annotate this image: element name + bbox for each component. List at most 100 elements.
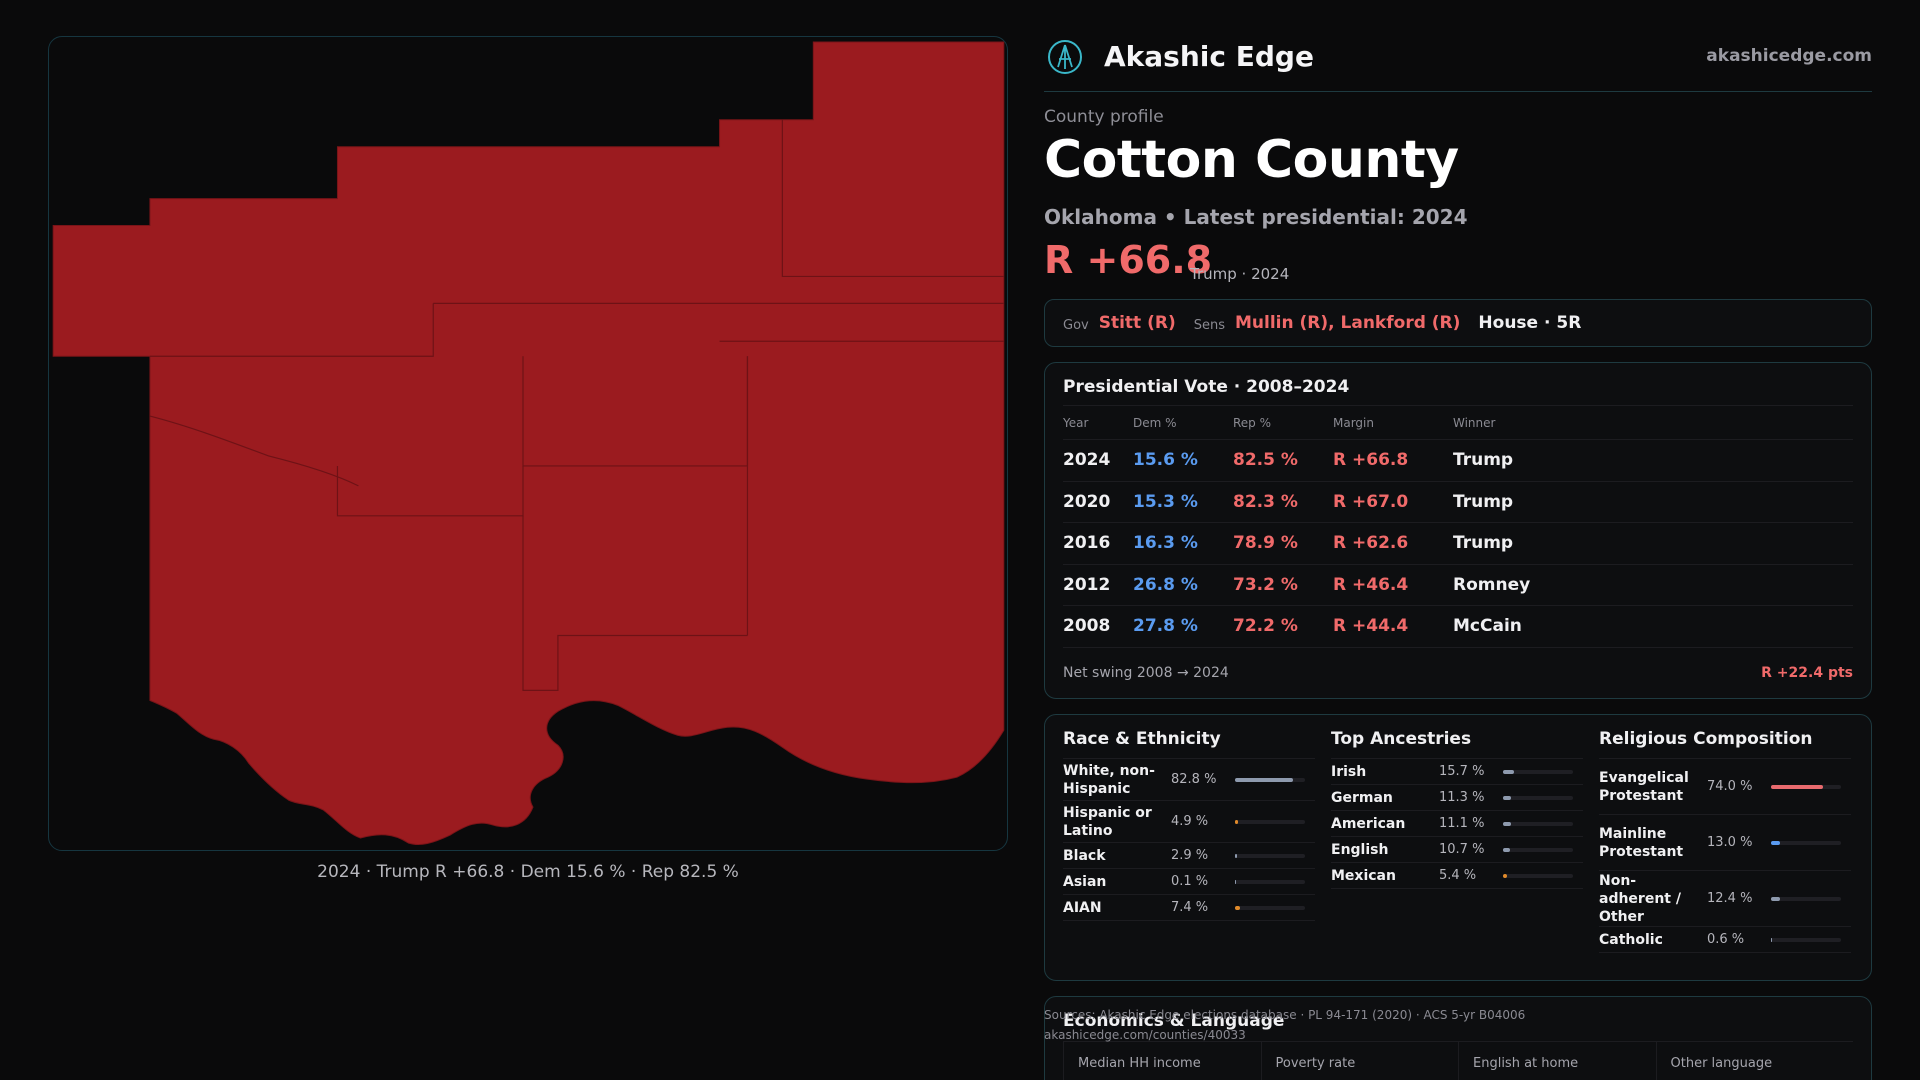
latest-margin: R +66.8	[1044, 238, 1213, 282]
cell-year: 2016	[1063, 522, 1133, 565]
cell-winner: Romney	[1453, 564, 1853, 606]
item-name: White, non-Hispanic	[1063, 762, 1155, 797]
item-bar	[1235, 777, 1305, 782]
item-name: English	[1331, 841, 1389, 858]
item-bar	[1771, 840, 1841, 845]
sources-link[interactable]: akashicedge.com/counties/40033	[1044, 1028, 1246, 1042]
cell-dem: 16.3 %	[1133, 522, 1233, 565]
compass-logo-icon[interactable]	[1046, 38, 1084, 76]
item-bar-fill	[1235, 879, 1237, 884]
county-shape[interactable]	[52, 41, 1005, 846]
item-bar	[1235, 879, 1305, 884]
net-swing-label: Net swing 2008 → 2024	[1063, 665, 1229, 681]
cell-rep: 82.5 %	[1233, 439, 1333, 482]
item-bar	[1235, 819, 1305, 824]
table-header-row: Year Dem % Rep % Margin Winner	[1063, 405, 1853, 440]
presidential-table: Year Dem % Rep % Margin Winner 2024 15.6…	[1063, 405, 1853, 648]
list-item: German 11.3 %	[1331, 785, 1583, 811]
presidential-vote-card: Presidential Vote · 2008–2024 Year Dem %…	[1044, 362, 1872, 699]
item-percent: 12.4 %	[1707, 891, 1753, 906]
religion-title: Religious Composition	[1599, 729, 1851, 759]
item-bar	[1503, 821, 1573, 826]
cell-dem: 15.3 %	[1133, 481, 1233, 523]
cell-winner: Trump	[1453, 481, 1853, 523]
item-bar	[1235, 853, 1305, 858]
list-item: Mainline Protestant 13.0 %	[1599, 815, 1851, 871]
item-percent: 15.7 %	[1439, 764, 1485, 779]
religion-rows: Evangelical Protestant 74.0 % Mainline Pro…	[1599, 759, 1851, 953]
table-row: 2024 15.6 % 82.5 % R +66.8 Trump	[1063, 439, 1853, 482]
item-bar-fill	[1503, 847, 1511, 852]
net-swing-value: R +22.4 pts	[1761, 665, 1853, 681]
demographics-card: Race & Ethnicity White, non-Hispanic 82.8…	[1044, 714, 1872, 981]
district-line	[781, 119, 1004, 278]
gov-label: Gov	[1063, 317, 1089, 333]
item-bar-fill	[1771, 896, 1780, 901]
item-bar	[1503, 847, 1573, 852]
gov-value: Stitt (R)	[1098, 313, 1176, 333]
list-item: Irish 15.7 %	[1331, 759, 1583, 785]
brand-url[interactable]: akashicedge.com	[1706, 46, 1872, 66]
sources-footer: Sources: Akashic Edge elections database…	[1044, 1005, 1525, 1045]
ancestry-title: Top Ancestries	[1331, 729, 1583, 759]
list-item: American 11.1 %	[1331, 811, 1583, 837]
district-line	[336, 465, 524, 517]
list-item: White, non-Hispanic 82.8 %	[1063, 759, 1315, 801]
item-percent: 74.0 %	[1707, 779, 1753, 794]
item-percent: 0.1 %	[1171, 874, 1209, 889]
item-percent: 7.4 %	[1171, 900, 1209, 915]
profile-label: County profile	[1044, 107, 1164, 127]
item-name: Hispanic or Latino	[1063, 804, 1152, 839]
district-line	[149, 303, 434, 357]
map-caption: 2024 · Trump R +66.8 · Dem 15.6 % · Rep …	[317, 862, 739, 882]
item-bar	[1503, 873, 1573, 878]
item-bar-fill	[1235, 853, 1238, 858]
item-bar	[1771, 896, 1841, 901]
district-line	[522, 515, 748, 691]
cell-rep: 73.2 %	[1233, 564, 1333, 606]
item-percent: 13.0 %	[1707, 835, 1753, 850]
list-item: Asian 0.1 %	[1063, 869, 1315, 895]
cell-dem: 27.8 %	[1133, 605, 1233, 648]
item-percent: 2.9 %	[1171, 848, 1209, 863]
item-percent: 11.3 %	[1439, 790, 1485, 805]
item-bar-fill	[1771, 840, 1781, 845]
brand-name[interactable]: Akashic Edge	[1104, 40, 1314, 73]
item-bar-fill	[1235, 777, 1293, 782]
header-year: Year	[1063, 405, 1133, 440]
cell-margin: R +44.4	[1333, 605, 1453, 648]
list-item: Catholic 0.6 %	[1599, 927, 1851, 953]
table-row: 2020 15.3 % 82.3 % R +67.0 Trump	[1063, 481, 1853, 523]
race-rows: White, non-Hispanic 82.8 % Hispanic or Lat…	[1063, 759, 1315, 921]
brand-header: Akashic Edge akashicedge.com	[1044, 36, 1872, 92]
item-name: Non-adherent / Other	[1599, 872, 1681, 925]
economics-card: Economics & Language Median HH income Po…	[1044, 996, 1872, 1080]
cell-rep: 82.3 %	[1233, 481, 1333, 523]
latest-margin-note: Trump · 2024	[1190, 265, 1290, 283]
item-name: American	[1331, 815, 1406, 832]
econ-header: Poverty rate	[1260, 1042, 1459, 1080]
table-row: 2008 27.8 % 72.2 % R +44.4 McCain	[1063, 605, 1853, 648]
cell-year: 2020	[1063, 481, 1133, 523]
economics-headers: Median HH income Poverty rate English at…	[1063, 1041, 1853, 1080]
item-bar	[1771, 784, 1841, 789]
county-map[interactable]	[49, 37, 1007, 850]
cell-margin: R +46.4	[1333, 564, 1453, 606]
county-profile-panel: Akashic Edge akashicedge.com County prof…	[1044, 0, 1872, 1080]
item-percent: 5.4 %	[1439, 868, 1477, 883]
county-map-panel[interactable]	[48, 36, 1008, 851]
cell-rep: 78.9 %	[1233, 522, 1333, 565]
race-column: Race & Ethnicity White, non-Hispanic 82.8…	[1063, 729, 1315, 921]
sources-line: Sources: Akashic Edge elections database…	[1044, 1008, 1526, 1022]
item-bar-fill	[1503, 795, 1511, 800]
cell-winner: Trump	[1453, 522, 1853, 565]
cell-winner: McCain	[1453, 605, 1853, 648]
item-name: Black	[1063, 847, 1106, 864]
cell-year: 2024	[1063, 439, 1133, 482]
item-name: Mexican	[1331, 867, 1396, 884]
item-name: Irish	[1331, 763, 1367, 780]
item-percent: 0.6 %	[1707, 932, 1745, 947]
item-name: German	[1331, 789, 1393, 806]
item-bar	[1235, 905, 1305, 910]
cell-margin: R +66.8	[1333, 439, 1453, 482]
